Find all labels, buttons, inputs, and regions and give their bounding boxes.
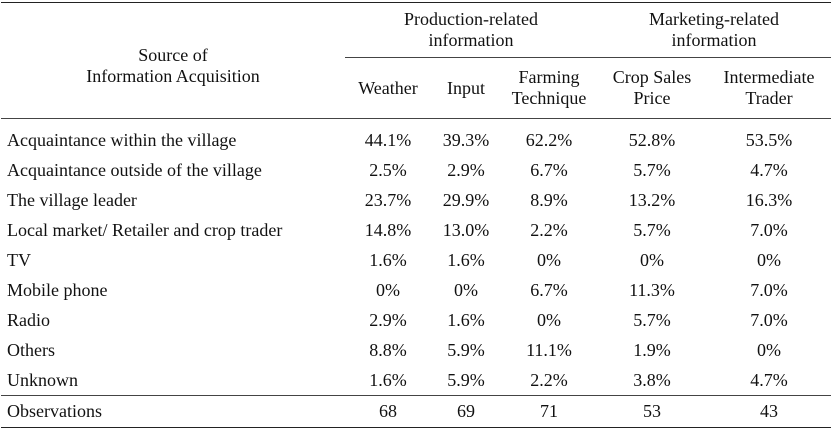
- table-cell: 2.5%: [369, 159, 407, 180]
- table-cell: 5.9%: [447, 369, 485, 390]
- table-cell: 2.9%: [447, 159, 485, 180]
- row-label: Acquaintance within the village: [7, 129, 237, 150]
- table-cell: 13.0%: [442, 219, 490, 240]
- column-header-crop-line1: Crop Sales: [612, 67, 692, 88]
- table-cell: 11.3%: [629, 279, 675, 300]
- row-label: Others: [7, 339, 55, 360]
- table-cell: 6.7%: [530, 279, 568, 300]
- column-header-crop-sales-price: Crop Sales Price: [597, 57, 707, 119]
- production-group-line1: Production-related: [404, 9, 538, 30]
- table-row: Acquaintance within the village 44.1% 39…: [1, 119, 831, 156]
- source-column-header: Source of Information Acquisition: [1, 2, 345, 119]
- column-header-farming-technique: Farming Technique: [501, 57, 597, 119]
- table-cell: 0%: [757, 249, 781, 270]
- table-cell: 5.7%: [633, 159, 671, 180]
- row-label: Acquaintance outside of the village: [7, 159, 262, 180]
- header-group-row: Source of Information Acquisition Produc…: [1, 2, 831, 119]
- row-label: The village leader: [7, 189, 137, 210]
- source-header-line1: Source of: [138, 44, 208, 65]
- table-row: Others 8.8% 5.9% 11.1% 1.9% 0%: [1, 335, 831, 365]
- table-row: TV 1.6% 1.6% 0% 0% 0%: [1, 245, 831, 275]
- production-group-header: Production-related information: [345, 2, 597, 58]
- table-cell: 44.1%: [364, 129, 412, 150]
- table-row: Acquaintance outside of the village 2.5%…: [1, 155, 831, 185]
- table-row: The village leader 23.7% 29.9% 8.9% 13.2…: [1, 185, 831, 215]
- source-header-line2: Information Acquisition: [86, 65, 260, 86]
- table-cell: 11.1%: [526, 339, 572, 360]
- column-header-input-text: Input: [447, 77, 485, 98]
- table-row: Local market/ Retailer and crop trader 1…: [1, 215, 831, 245]
- column-header-trader-line2: Trader: [745, 88, 793, 108]
- table-cell: 14.8%: [364, 219, 412, 240]
- table-header: Source of Information Acquisition Produc…: [1, 2, 831, 119]
- table-cell: 29.9%: [442, 189, 490, 210]
- table-cell: 23.7%: [364, 189, 412, 210]
- table-cell: 1.9%: [633, 339, 671, 360]
- table-row: Unknown 1.6% 5.9% 2.2% 3.8% 4.7%: [1, 365, 831, 396]
- column-header-weather: Weather: [345, 57, 431, 119]
- table-cell: 8.8%: [369, 339, 407, 360]
- column-header-farming-line2: Technique: [511, 88, 587, 108]
- table-cell: 62.2%: [525, 129, 573, 150]
- table-cell: 16.3%: [745, 189, 793, 210]
- table-cell: 2.9%: [369, 309, 407, 330]
- table-cell: 7.0%: [750, 309, 788, 330]
- table-cell: 4.7%: [750, 369, 788, 390]
- row-label: TV: [7, 249, 31, 270]
- table-cell: 13.2%: [628, 189, 676, 210]
- table-cell: 1.6%: [369, 369, 407, 390]
- table-body: Acquaintance within the village 44.1% 39…: [1, 119, 831, 396]
- column-header-farming-line1: Farming: [518, 67, 580, 88]
- table-cell: 1.6%: [369, 249, 407, 270]
- table-cell: 39.3%: [442, 129, 490, 150]
- table-cell: 5.7%: [633, 219, 671, 240]
- table-row: Mobile phone 0% 0% 6.7% 11.3% 7.0%: [1, 275, 831, 305]
- table-cell: 53.5%: [745, 129, 793, 150]
- column-header-crop-line2: Price: [633, 88, 671, 108]
- table-cell: 0%: [537, 309, 561, 330]
- column-header-intermediate-trader: Intermediate Trader: [707, 57, 831, 119]
- table-cell: 2.2%: [530, 369, 568, 390]
- row-label: Local market/ Retailer and crop trader: [7, 219, 283, 240]
- row-label: Unknown: [7, 369, 78, 390]
- table-cell: 0%: [640, 249, 664, 270]
- table-cell: 1.6%: [447, 309, 485, 330]
- table-row: Radio 2.9% 1.6% 0% 5.7% 7.0%: [1, 305, 831, 335]
- row-label: Mobile phone: [7, 279, 108, 300]
- column-header-input: Input: [431, 57, 501, 119]
- table-cell: 7.0%: [750, 219, 788, 240]
- table-cell: 5.9%: [447, 339, 485, 360]
- column-header-trader-line1: Intermediate: [723, 67, 815, 88]
- table-cell: 5.7%: [633, 309, 671, 330]
- header-column-row: Weather Input Farming Technique Crop Sal…: [1, 57, 831, 119]
- marketing-group-line1: Marketing-related: [649, 9, 779, 30]
- row-label: Radio: [7, 309, 50, 330]
- table-cell: 6.7%: [530, 159, 568, 180]
- marketing-group-line2: information: [671, 30, 757, 50]
- table-cell: 3.8%: [633, 369, 671, 390]
- table-cell: 0%: [537, 249, 561, 270]
- table-cell: 52.8%: [628, 129, 676, 150]
- table-cell: 4.7%: [750, 159, 788, 180]
- column-header-weather-text: Weather: [358, 77, 418, 98]
- production-group-line2: information: [428, 30, 514, 50]
- marketing-group-header: Marketing-related information: [597, 2, 831, 58]
- table-cell: 2.2%: [530, 219, 568, 240]
- table-cell: 0%: [376, 279, 400, 300]
- table-cell: 0%: [757, 339, 781, 360]
- table-cell: 8.9%: [530, 189, 568, 210]
- table-cell: 7.0%: [750, 279, 788, 300]
- table-cell: 0%: [454, 279, 478, 300]
- table-cell: 1.6%: [447, 249, 485, 270]
